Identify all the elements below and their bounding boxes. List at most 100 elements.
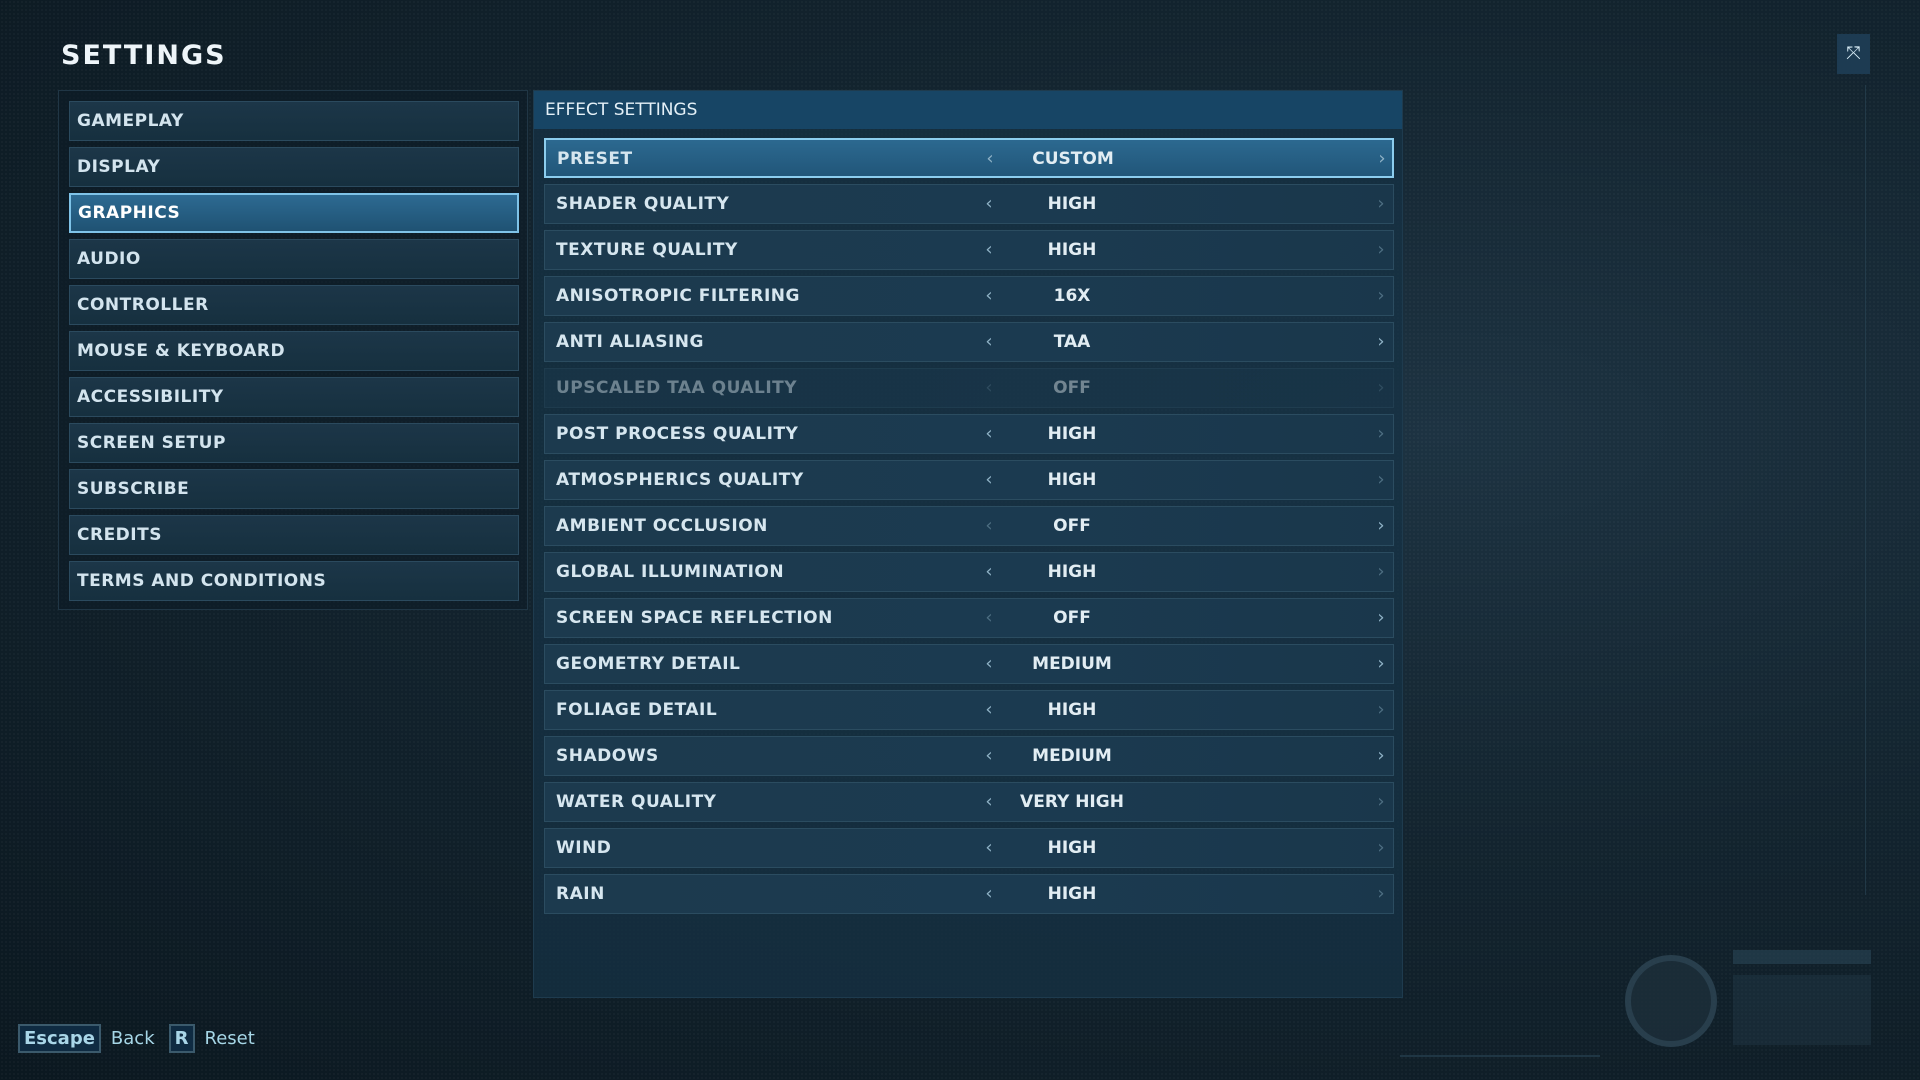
- page-title: SETTINGS: [61, 40, 227, 71]
- setting-value: 16X: [1053, 286, 1091, 306]
- chevron-right-icon[interactable]: ›: [1377, 791, 1385, 812]
- setting-value: MEDIUM: [1032, 746, 1112, 766]
- chevron-right-icon[interactable]: ›: [1377, 377, 1385, 398]
- setting-row-anisotropic-filtering[interactable]: ANISOTROPIC FILTERING ‹ 16X ›: [544, 276, 1394, 316]
- decor-readout: [1733, 975, 1871, 1045]
- chevron-right-icon[interactable]: ›: [1377, 653, 1385, 674]
- setting-row-atmospherics-quality[interactable]: ATMOSPHERICS QUALITY ‹ HIGH ›: [544, 460, 1394, 500]
- sidebar-item-display[interactable]: DISPLAY: [69, 147, 519, 187]
- setting-row-water-quality[interactable]: WATER QUALITY ‹ VERY HIGH ›: [544, 782, 1394, 822]
- chevron-left-icon[interactable]: ‹: [985, 791, 993, 812]
- sidebar-item-subscribe[interactable]: SUBSCRIBE: [69, 469, 519, 509]
- sidebar-item-accessibility[interactable]: ACCESSIBILITY: [69, 377, 519, 417]
- chevron-right-icon[interactable]: ›: [1377, 515, 1385, 536]
- chevron-left-icon[interactable]: ‹: [985, 331, 993, 352]
- decor-bar: [1733, 950, 1871, 964]
- setting-row-global-illumination[interactable]: GLOBAL ILLUMINATION ‹ HIGH ›: [544, 552, 1394, 592]
- chevron-left-icon[interactable]: ‹: [985, 837, 993, 858]
- chevron-left-icon[interactable]: ‹: [985, 193, 993, 214]
- footer-hints: Escape Back R Reset: [18, 1024, 255, 1053]
- chevron-right-icon[interactable]: ›: [1377, 561, 1385, 582]
- setting-value: TAA: [1053, 332, 1091, 352]
- setting-row-upscaled-taa-quality[interactable]: UPSCALED TAA QUALITY ‹ OFF ›: [544, 368, 1394, 408]
- setting-row-anti-aliasing[interactable]: ANTI ALIASING ‹ TAA ›: [544, 322, 1394, 362]
- escape-key-hint[interactable]: Escape: [18, 1024, 101, 1053]
- setting-row-foliage-detail[interactable]: FOLIAGE DETAIL ‹ HIGH ›: [544, 690, 1394, 730]
- chevron-right-icon[interactable]: ›: [1377, 193, 1385, 214]
- chevron-left-icon[interactable]: ‹: [985, 653, 993, 674]
- setting-value: HIGH: [1047, 470, 1097, 490]
- setting-row-ambient-occlusion[interactable]: AMBIENT OCCLUSION ‹ OFF ›: [544, 506, 1394, 546]
- chevron-right-icon[interactable]: ›: [1378, 148, 1386, 169]
- chevron-left-icon[interactable]: ‹: [985, 745, 993, 766]
- setting-label: ANISOTROPIC FILTERING: [556, 286, 800, 306]
- setting-row-shader-quality[interactable]: SHADER QUALITY ‹ HIGH ›: [544, 184, 1394, 224]
- setting-value: OFF: [1053, 516, 1091, 536]
- setting-label: TEXTURE QUALITY: [556, 240, 738, 260]
- setting-value: OFF: [1053, 378, 1091, 398]
- chevron-left-icon[interactable]: ‹: [985, 423, 993, 444]
- chevron-right-icon[interactable]: ›: [1377, 285, 1385, 306]
- sidebar-item-controller[interactable]: CONTROLLER: [69, 285, 519, 325]
- chevron-left-icon[interactable]: ‹: [985, 285, 993, 306]
- setting-label: SHADER QUALITY: [556, 194, 730, 214]
- setting-row-texture-quality[interactable]: TEXTURE QUALITY ‹ HIGH ›: [544, 230, 1394, 270]
- sidebar-item-mouse-keyboard[interactable]: MOUSE & KEYBOARD: [69, 331, 519, 371]
- setting-row-shadows[interactable]: SHADOWS ‹ MEDIUM ›: [544, 736, 1394, 776]
- chevron-right-icon[interactable]: ›: [1377, 607, 1385, 628]
- sidebar-item-gameplay[interactable]: GAMEPLAY: [69, 101, 519, 141]
- setting-value: HIGH: [1047, 424, 1097, 444]
- jurassic-world-logo: [1625, 955, 1717, 1047]
- setting-row-wind[interactable]: WIND ‹ HIGH ›: [544, 828, 1394, 868]
- sidebar-item-audio[interactable]: AUDIO: [69, 239, 519, 279]
- chevron-right-icon[interactable]: ›: [1377, 423, 1385, 444]
- setting-label: PRESET: [557, 149, 633, 169]
- chevron-left-icon[interactable]: ‹: [985, 561, 993, 582]
- setting-label: RAIN: [556, 884, 605, 904]
- chevron-left-icon[interactable]: ‹: [985, 377, 993, 398]
- setting-label: AMBIENT OCCLUSION: [556, 516, 768, 536]
- chevron-left-icon[interactable]: ‹: [985, 515, 993, 536]
- maximize-icon: ⤧: [1846, 43, 1861, 64]
- chevron-right-icon[interactable]: ›: [1377, 837, 1385, 858]
- chevron-left-icon[interactable]: ‹: [985, 469, 993, 490]
- sidebar-item-screen-setup[interactable]: SCREEN SETUP: [69, 423, 519, 463]
- setting-row-post-process-quality[interactable]: POST PROCESS QUALITY ‹ HIGH ›: [544, 414, 1394, 454]
- setting-row-rain[interactable]: RAIN ‹ HIGH ›: [544, 874, 1394, 914]
- reset-label[interactable]: Reset: [204, 1028, 255, 1049]
- effect-settings-panel: EFFECT SETTINGS PRESET ‹ CUSTOM › SHADER QUA…: [533, 90, 1403, 998]
- chevron-right-icon[interactable]: ›: [1377, 331, 1385, 352]
- chevron-left-icon[interactable]: ‹: [985, 239, 993, 260]
- maximize-button[interactable]: ⤧: [1837, 34, 1870, 74]
- settings-category-sidebar: GAMEPLAY DISPLAY GRAPHICS AUDIO CONTROLLER MO…: [58, 90, 528, 610]
- setting-row-preset[interactable]: PRESET ‹ CUSTOM ›: [544, 138, 1394, 178]
- setting-label: GLOBAL ILLUMINATION: [556, 562, 785, 582]
- chevron-right-icon[interactable]: ›: [1377, 239, 1385, 260]
- chevron-left-icon[interactable]: ‹: [985, 883, 993, 904]
- reset-key-hint[interactable]: R: [168, 1024, 195, 1053]
- chevron-left-icon[interactable]: ‹: [986, 148, 994, 169]
- chevron-right-icon[interactable]: ›: [1377, 699, 1385, 720]
- setting-value: HIGH: [1047, 240, 1097, 260]
- setting-value: HIGH: [1047, 884, 1097, 904]
- sidebar-item-graphics[interactable]: GRAPHICS: [69, 193, 519, 233]
- setting-label: ANTI ALIASING: [556, 332, 704, 352]
- setting-label: GEOMETRY DETAIL: [556, 654, 741, 674]
- decor-vertical-line: [1865, 85, 1866, 895]
- setting-row-geometry-detail[interactable]: GEOMETRY DETAIL ‹ MEDIUM ›: [544, 644, 1394, 684]
- setting-label: SHADOWS: [556, 746, 659, 766]
- chevron-right-icon[interactable]: ›: [1377, 745, 1385, 766]
- sidebar-item-credits[interactable]: CREDITS: [69, 515, 519, 555]
- chevron-right-icon[interactable]: ›: [1377, 469, 1385, 490]
- setting-value: VERY HIGH: [1020, 792, 1124, 812]
- setting-label: UPSCALED TAA QUALITY: [556, 378, 798, 398]
- chevron-left-icon[interactable]: ‹: [985, 699, 993, 720]
- setting-label: WATER QUALITY: [556, 792, 717, 812]
- setting-label: FOLIAGE DETAIL: [556, 700, 718, 720]
- chevron-right-icon[interactable]: ›: [1377, 883, 1385, 904]
- sidebar-item-terms-and-conditions[interactable]: TERMS AND CONDITIONS: [69, 561, 519, 601]
- back-label[interactable]: Back: [110, 1028, 155, 1049]
- setting-row-screen-space-reflection[interactable]: SCREEN SPACE REFLECTION ‹ OFF ›: [544, 598, 1394, 638]
- chevron-left-icon[interactable]: ‹: [985, 607, 993, 628]
- setting-label: ATMOSPHERICS QUALITY: [556, 470, 804, 490]
